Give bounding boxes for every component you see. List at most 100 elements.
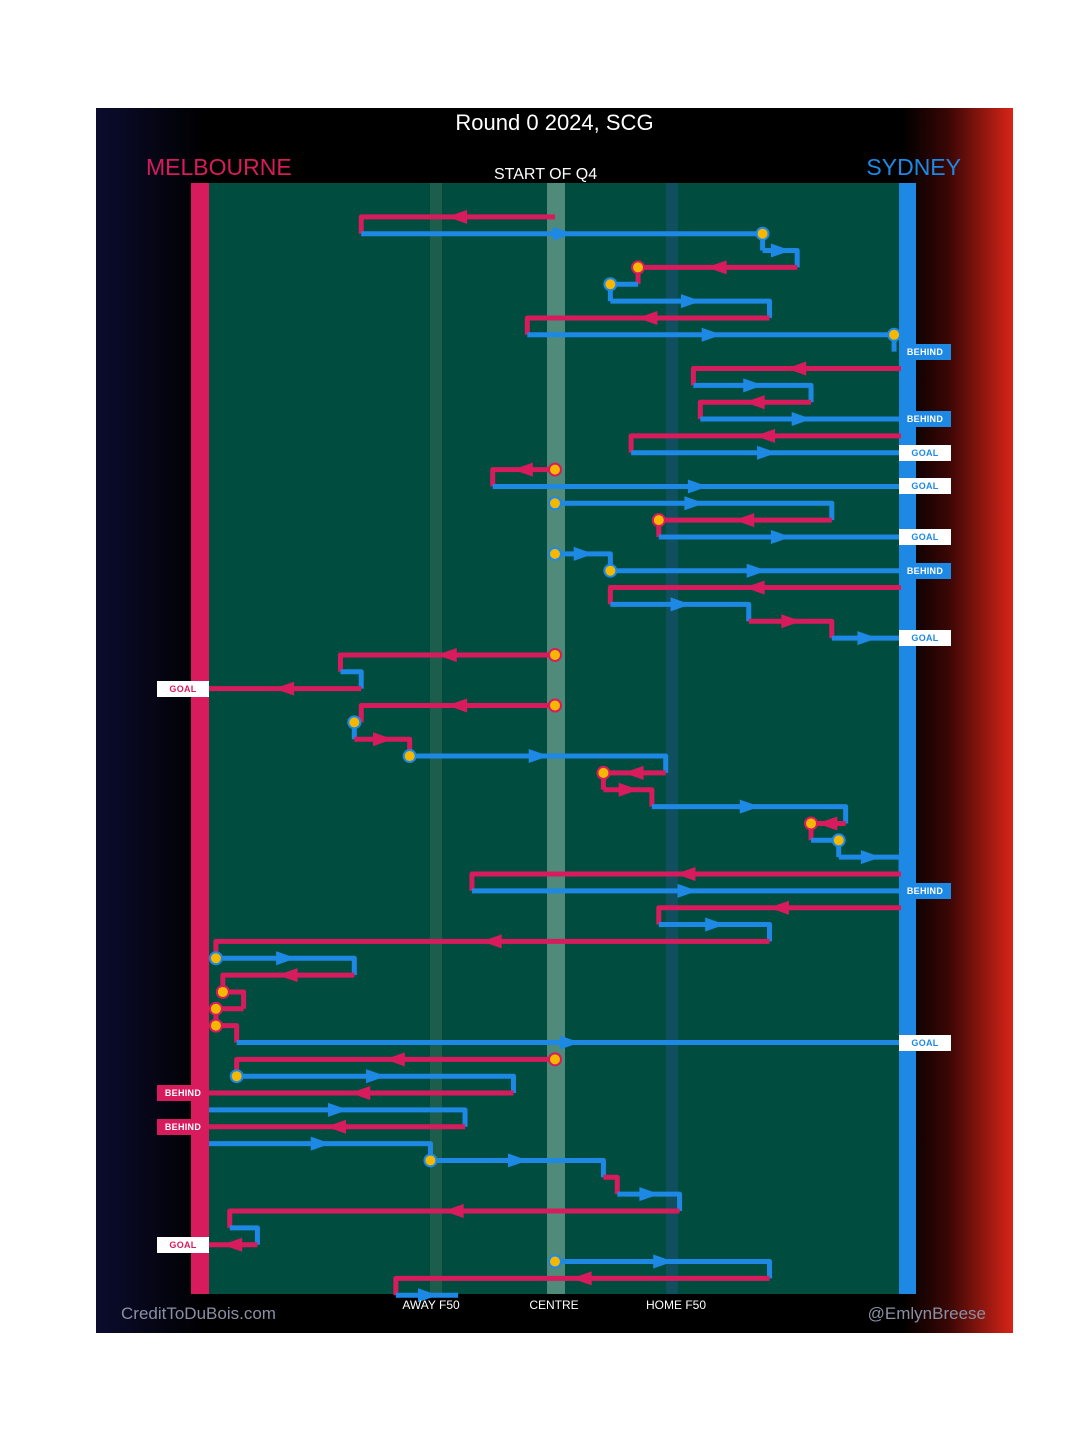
chain-melbourne-28: [358, 703, 555, 723]
direction-arrow-28: [447, 698, 468, 713]
direction-arrow-17: [734, 513, 755, 528]
direction-arrow-44: [277, 968, 298, 983]
chain-sydney-43: [215, 955, 357, 976]
direction-arrow-55: [507, 1153, 528, 1168]
axis-label-centre: CENTRE: [529, 1298, 579, 1312]
ball-up-marker: [603, 277, 618, 292]
chain-melbourne-25: [337, 652, 555, 672]
axis-label-home-f50: HOME F50: [645, 1298, 707, 1312]
chain-melbourne-23: [748, 618, 835, 639]
direction-arrow-63: [417, 1288, 438, 1303]
chain-melbourne-8: [690, 366, 901, 386]
direction-arrow-6: [637, 310, 658, 325]
chain-sydney-61: [555, 1259, 773, 1279]
ball-up-marker: [229, 1069, 244, 1084]
direction-arrow-42: [481, 934, 502, 949]
direction-arrow-39: [677, 883, 698, 898]
score-tag-goal: GOAL: [157, 1236, 209, 1253]
score-tag-goal: GOAL: [899, 444, 951, 461]
direction-arrow-15: [687, 479, 708, 494]
ball-up-marker: [548, 1254, 562, 1269]
chain-melbourne-40: [656, 905, 901, 925]
direction-arrow-18: [770, 530, 791, 544]
direction-arrow-48: [559, 1035, 580, 1050]
axis-label-away-f50: AWAY F50: [402, 1298, 460, 1312]
ball-up-marker: [423, 1153, 438, 1168]
direction-arrow-31: [528, 749, 549, 764]
chain-melbourne-14: [490, 467, 555, 487]
ball-up-marker: [804, 816, 819, 831]
chain-sydney-55: [430, 1157, 606, 1178]
ball-up-marker: [215, 984, 230, 999]
ball-up-marker: [402, 749, 417, 764]
chain-melbourne-6: [524, 315, 770, 335]
direction-arrow-37: [860, 850, 881, 865]
direction-arrow-25: [436, 647, 457, 662]
ball-up-marker: [548, 546, 562, 561]
direction-arrow-40: [768, 900, 789, 915]
score-tag-goal: GOAL: [899, 630, 951, 647]
ball-up-marker: [548, 496, 562, 511]
home-team-label: MELBOURNE: [146, 154, 292, 180]
score-tag-behind: BEHIND: [899, 882, 951, 899]
direction-arrow-43: [276, 951, 297, 966]
direction-arrow-8: [786, 361, 807, 376]
sydney-goal-line: [899, 183, 916, 1294]
ball-up-marker: [208, 1001, 223, 1016]
score-tag-behind: BEHIND: [899, 562, 951, 579]
direction-arrow-11: [791, 412, 812, 427]
direction-arrow-0: [447, 209, 468, 224]
direction-arrow-62: [571, 1271, 592, 1286]
chain-melbourne-12: [628, 433, 901, 453]
direction-arrow-24: [857, 631, 878, 646]
chart-title: Round 0 2024, SCG: [455, 110, 654, 135]
ball-up-marker: [887, 327, 902, 342]
direction-arrow-19: [573, 546, 594, 561]
chain-sydney-31: [409, 753, 669, 773]
direction-arrow-7: [701, 327, 722, 342]
away-f50-band: [430, 183, 442, 1294]
direction-arrow-12: [755, 428, 776, 443]
direction-arrow-14: [512, 462, 533, 477]
direction-arrow-27: [274, 681, 295, 696]
direction-arrow-57: [639, 1187, 660, 1202]
chain-melbourne-0: [358, 214, 555, 234]
chain-melbourne-62: [393, 1275, 770, 1296]
chain-sydney-50: [236, 1073, 516, 1094]
score-tag-goal: GOAL: [899, 529, 951, 545]
score-tag-behind: BEHIND: [157, 1085, 209, 1102]
direction-arrow-10: [744, 395, 765, 410]
direction-arrow-51: [350, 1086, 371, 1101]
direction-arrow-22: [670, 597, 691, 612]
direction-arrow-3: [706, 260, 727, 275]
direction-arrow-20: [746, 563, 767, 578]
chain-melbourne-58: [227, 1208, 680, 1228]
flow-chart: [191, 183, 916, 1303]
score-tag-goal: GOAL: [899, 478, 951, 495]
ball-up-marker: [631, 260, 646, 275]
author-handle: @EmlynBreese: [867, 1304, 986, 1323]
chain-sydney-26: [340, 669, 364, 689]
ball-up-marker: [596, 765, 611, 780]
credit-text: CreditToDuBois.com: [121, 1304, 276, 1323]
ball-up-marker: [548, 647, 562, 662]
direction-arrow-35: [817, 816, 838, 831]
ball-up-marker: [208, 951, 223, 966]
direction-arrow-1: [552, 226, 573, 241]
chain-sydney-5: [610, 298, 773, 318]
centre-band: [547, 183, 565, 1294]
direction-arrow-16: [684, 496, 705, 511]
home-f50-band: [666, 183, 678, 1294]
away-team-label: SYDNEY: [866, 154, 961, 180]
ball-up-marker: [651, 513, 666, 528]
direction-arrow-34: [739, 799, 760, 814]
score-tag-behind: BEHIND: [157, 1118, 209, 1135]
chain-sydney-9: [693, 382, 814, 403]
quarter-label: START OF Q4: [494, 166, 598, 183]
direction-arrow-5: [680, 294, 701, 309]
ball-up-marker: [831, 833, 846, 848]
direction-arrow-32: [623, 765, 644, 780]
ball-up-marker: [548, 698, 562, 713]
chain-melbourne-38: [469, 871, 901, 891]
direction-arrow-50: [366, 1069, 387, 1084]
